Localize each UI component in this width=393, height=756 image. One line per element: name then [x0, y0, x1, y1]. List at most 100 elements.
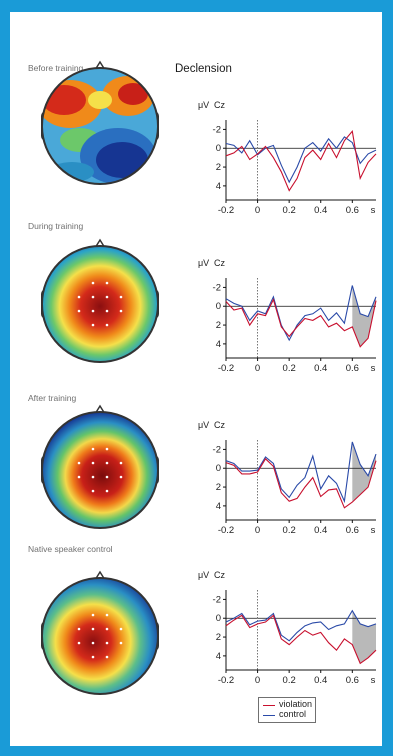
electrode-dot: [119, 295, 123, 299]
electrode-dot: [91, 613, 95, 617]
x-axis-unit-label: s: [371, 675, 376, 686]
scalp-map-after: [41, 404, 159, 529]
x-tick-label: -0.2: [218, 525, 234, 536]
x-tick-label: 0.4: [314, 205, 327, 216]
series-line-violation: [225, 298, 377, 348]
electrode-dot: [91, 475, 95, 479]
y-unit-label: μV: [198, 100, 209, 110]
series-line-violation: [225, 130, 377, 192]
electrode-dot: [105, 309, 109, 313]
x-tick-label: 0.4: [314, 525, 327, 536]
electrode-dot: [119, 641, 123, 645]
electrode-markers: [77, 281, 123, 659]
y-tick-label: -2: [213, 444, 221, 455]
electrode-dot: [91, 461, 95, 465]
x-tick-label: 0.4: [314, 363, 327, 374]
electrode-dot: [105, 447, 109, 451]
x-tick-label: 0: [255, 525, 260, 536]
electrode-dot: [91, 309, 95, 313]
x-tick-label: 0.4: [314, 675, 327, 686]
x-tick-label: -0.2: [218, 675, 234, 686]
electrode-dot: [91, 295, 95, 299]
electrode-dot: [77, 641, 81, 645]
y-tick-label: 2: [216, 320, 221, 331]
condition-label-native: Native speaker control: [28, 544, 113, 554]
legend-swatch-control: [263, 715, 275, 716]
y-tick-label: 0: [216, 143, 221, 154]
electrode-dot: [119, 475, 123, 479]
y-tick-label: 4: [216, 339, 221, 350]
y-tick-label: -2: [213, 124, 221, 135]
y-tick-label: 4: [216, 651, 221, 662]
significance-shading: [352, 285, 376, 347]
channel-label: Cz: [214, 258, 225, 268]
y-tick-label: 4: [216, 181, 221, 192]
scalp-map-native: [41, 570, 159, 695]
x-tick-label: 0.2: [283, 675, 296, 686]
x-tick-label: -0.2: [218, 363, 234, 374]
scalp-map-before: [41, 60, 159, 185]
condition-label-before: Before training: [28, 63, 84, 73]
y-unit-label: μV: [198, 420, 209, 430]
y-tick-label: 0: [216, 463, 221, 474]
electrode-dot: [105, 613, 109, 617]
electrode-dot: [77, 475, 81, 479]
legend-label-violation: violation: [279, 699, 313, 709]
electrode-dot: [105, 655, 109, 659]
electrode-dot: [77, 461, 81, 465]
series-line-control: [225, 285, 377, 342]
series-line-violation: [225, 614, 377, 665]
x-axis-unit-label: s: [371, 525, 376, 536]
series-line-violation: [225, 457, 377, 509]
significance-shading: [352, 610, 376, 664]
channel-label: Cz: [214, 420, 225, 430]
condition-label-after: After training: [28, 393, 77, 403]
erp-plot-3: μV Cz -2 0 2 4 -0.2 0 0.2 0.4 0.6 s: [198, 420, 377, 536]
series-line-control: [225, 136, 377, 184]
x-tick-label: 0.6: [346, 525, 359, 536]
electrode-dot: [77, 627, 81, 631]
electrode-dot: [91, 323, 95, 327]
x-tick-label: 0.2: [283, 525, 296, 536]
y-tick-label: 0: [216, 613, 221, 624]
electrode-dot: [91, 447, 95, 451]
electrode-dot: [91, 489, 95, 493]
x-tick-label: 0.2: [283, 363, 296, 374]
x-axis-unit-label: s: [371, 205, 376, 216]
erp-plot-4: μV Cz -2 0 2 4 -0.2 0 0.2 0.4 0.6 s: [198, 570, 377, 686]
x-tick-label: 0.6: [346, 675, 359, 686]
y-tick-label: 2: [216, 632, 221, 643]
series-line-control: [225, 609, 377, 642]
electrode-dot: [105, 475, 109, 479]
x-tick-label: 0: [255, 205, 260, 216]
x-tick-label: 0.6: [346, 205, 359, 216]
electrode-dot: [91, 627, 95, 631]
channel-label: Cz: [214, 570, 225, 580]
electrode-dot: [105, 281, 109, 285]
electrode-dot: [77, 309, 81, 313]
x-tick-label: -0.2: [218, 205, 234, 216]
electrode-dot: [119, 461, 123, 465]
legend: violation control: [258, 697, 316, 723]
electrode-dot: [77, 295, 81, 299]
electrode-dot: [91, 641, 95, 645]
x-tick-label: 0.2: [283, 205, 296, 216]
electrode-dot: [105, 627, 109, 631]
y-tick-label: 4: [216, 501, 221, 512]
y-unit-label: μV: [198, 258, 209, 268]
electrode-dot: [91, 281, 95, 285]
y-tick-label: 2: [216, 482, 221, 493]
electrode-dot: [119, 627, 123, 631]
electrode-dot: [91, 655, 95, 659]
erp-plot-2: μV Cz -2 0 2 4 -0.2 0 0.2 0.4 0.6 s: [198, 258, 377, 374]
electrode-dot: [105, 295, 109, 299]
electrode-dot: [105, 641, 109, 645]
legend-label-control: control: [279, 709, 307, 719]
electrode-dot: [119, 309, 123, 313]
series-line-control: [225, 441, 377, 504]
x-tick-label: 0: [255, 363, 260, 374]
figure-title: Declension: [175, 63, 232, 75]
electrode-dot: [105, 323, 109, 327]
